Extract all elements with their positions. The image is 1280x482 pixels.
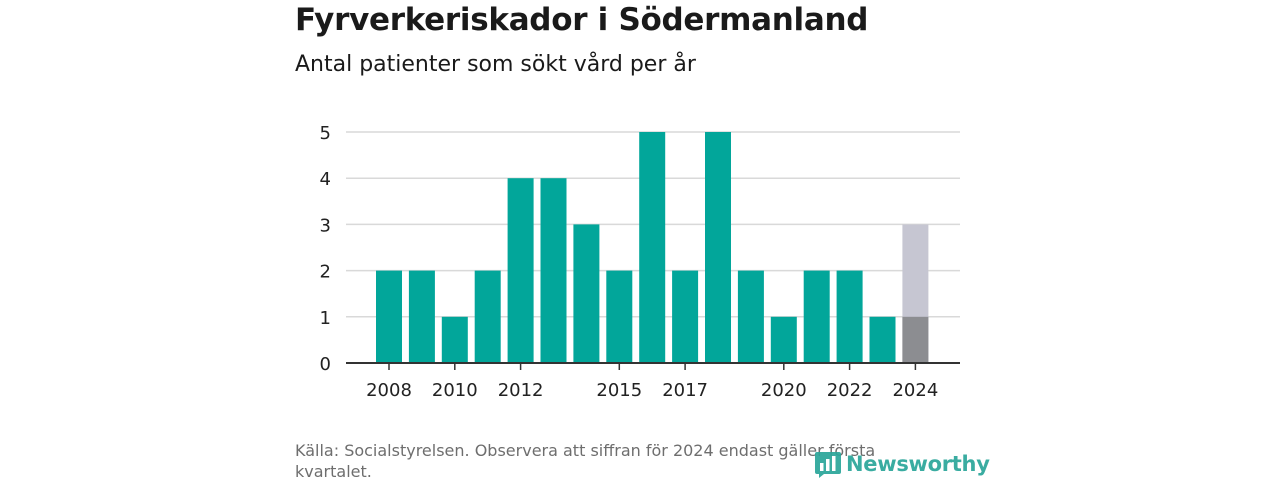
x-tick-label: 2024 [892,380,938,401]
source-note: Källa: Socialstyrelsen. Observera att si… [295,441,876,481]
bar-2009 [408,270,435,363]
bar-2015 [606,270,633,363]
x-axis-ticks: 2008 2010 2012 2015 2017 2020 2022 2024 [366,363,938,401]
newsworthy-logo: Newsworthy [814,448,990,480]
bar-2024 [902,316,929,363]
bar-2012 [507,178,534,363]
bar-2014 [573,224,600,363]
x-tick-label: 2015 [596,380,642,401]
bar-2011 [474,270,501,363]
x-tick-label: 2010 [432,380,478,401]
bar-2008 [376,270,402,363]
bar-2013 [540,178,567,363]
y-axis-ticks: 0 1 2 3 4 5 [320,123,331,375]
chart-subtitle: Antal patienter som sökt vård per år [295,52,696,77]
bars [376,132,929,363]
y-tick-label: 4 [320,169,331,190]
bar-2019 [737,270,764,363]
bar-2023 [869,316,896,363]
logo-text: Newsworthy [846,452,990,476]
chart-title: Fyrverkeriskador i Södermanland [295,2,869,38]
bar-2010 [441,316,468,363]
y-tick-label: 3 [320,215,331,236]
bar-2017 [672,270,699,363]
x-tick-label: 2017 [662,380,708,401]
x-tick-label: 2012 [498,380,544,401]
bar-2020 [770,316,797,363]
x-tick-label: 2020 [761,380,807,401]
bar-2021 [803,270,830,363]
y-tick-label: 0 [320,354,331,375]
bar-2016 [639,132,666,363]
bar-chart-logo-icon [815,452,841,478]
bar-2022 [836,270,863,363]
y-tick-label: 5 [320,123,331,144]
x-tick-label: 2022 [827,380,873,401]
bar-2018 [705,132,731,363]
y-tick-label: 1 [320,308,331,329]
x-tick-label: 2008 [366,380,412,401]
y-tick-label: 2 [320,262,331,283]
